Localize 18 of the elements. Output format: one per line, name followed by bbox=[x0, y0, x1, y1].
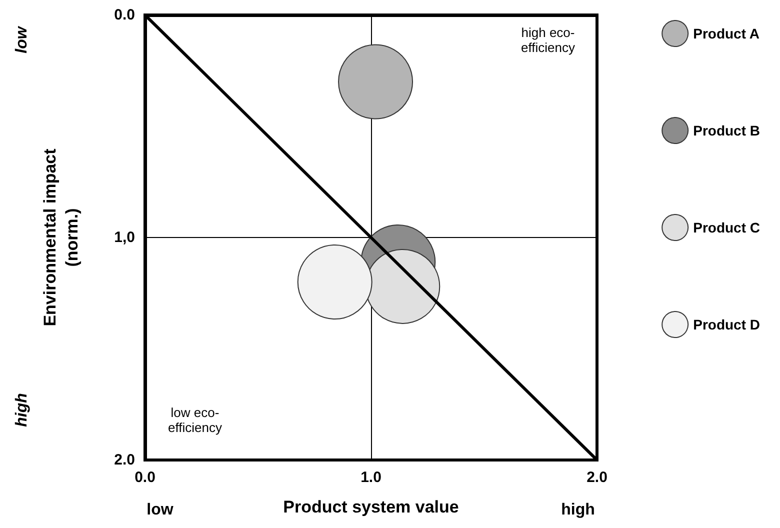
x-tick-label: 2.0 bbox=[586, 469, 608, 486]
x-axis-title: Product system value bbox=[283, 498, 459, 516]
text: high bbox=[561, 502, 595, 518]
legend-label: Product D bbox=[693, 316, 760, 332]
legend-label: Product C bbox=[693, 220, 760, 236]
y-axis-title: Environmental impact (norm.) bbox=[40, 148, 82, 326]
y-tick-label: 2.0 bbox=[114, 452, 135, 468]
y-tick-label: 1,0 bbox=[114, 229, 135, 246]
x-tick-label: 0.0 bbox=[134, 469, 156, 486]
x-tick-label: 1.0 bbox=[360, 469, 382, 486]
text: low bbox=[146, 502, 174, 518]
text: high bbox=[14, 392, 30, 427]
annotation: high eco- efficiency bbox=[521, 25, 576, 55]
text: low bbox=[14, 25, 30, 54]
annotation: low eco- efficiency bbox=[168, 405, 222, 435]
legend-label: Product A bbox=[693, 26, 760, 42]
y-tick-label: 0.0 bbox=[114, 6, 135, 24]
legend-label: Product B bbox=[693, 122, 760, 138]
